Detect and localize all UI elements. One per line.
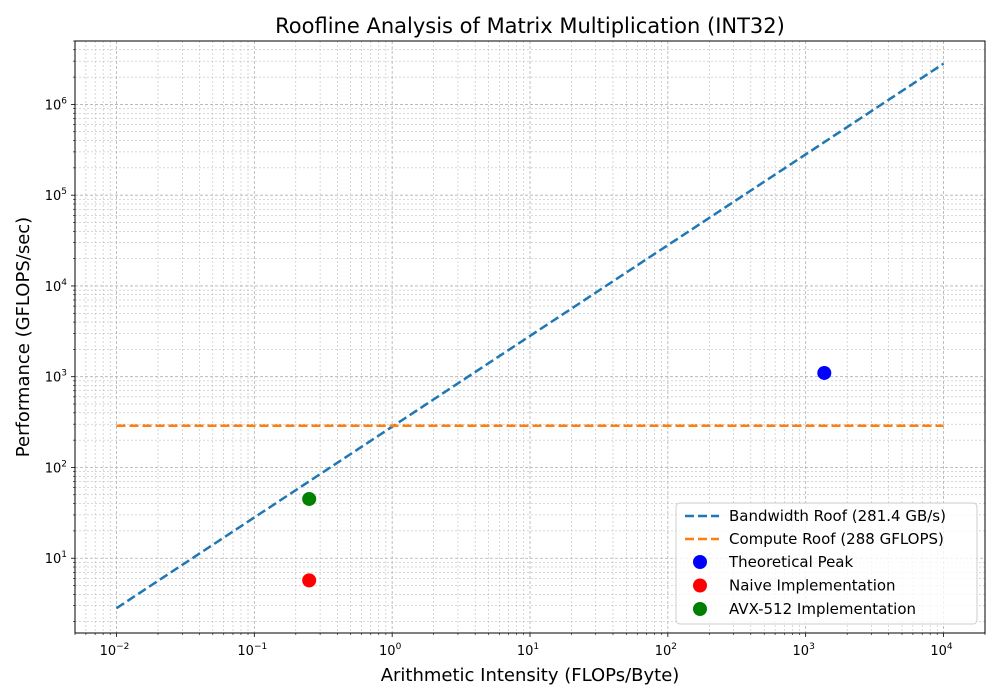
theoretical-peak-point bbox=[817, 365, 832, 380]
x-tick-label: 10−1 bbox=[237, 642, 267, 659]
y-tick-label: 105 bbox=[45, 187, 67, 204]
legend-avx512-implementation-swatch bbox=[693, 602, 707, 616]
chart-title: Roofline Analysis of Matrix Multiplicati… bbox=[275, 14, 785, 38]
legend-naive-implementation-swatch bbox=[693, 578, 707, 593]
legend-avx512-implementation-label: AVX-512 Implementation bbox=[729, 600, 916, 618]
x-tick-label: 104 bbox=[930, 642, 953, 659]
legend-box bbox=[675, 502, 978, 625]
y-tick-label: 102 bbox=[45, 459, 67, 476]
tick-layer: 10−2 10−1 100 101 102 103 104 101 102 103 104 105 10… bbox=[45, 40, 986, 659]
y-tick-label: 103 bbox=[45, 369, 67, 386]
legend-compute-roof-label: Compute Roof (288 GFLOPS) bbox=[729, 530, 944, 548]
avx512-implementation-point bbox=[302, 491, 317, 506]
legend-bandwidth-roof-label: Bandwidth Roof (281.4 GB/s) bbox=[729, 507, 946, 525]
grid bbox=[74, 40, 986, 633]
x-tick-label: 100 bbox=[379, 642, 402, 659]
x-tick-label: 103 bbox=[793, 642, 815, 659]
series-layer bbox=[115, 62, 945, 610]
x-tick-label: 101 bbox=[517, 642, 539, 659]
y-tick-label: 101 bbox=[45, 550, 67, 567]
x-axis-label: Arithmetic Intensity (FLOPs/Byte) bbox=[381, 665, 680, 686]
legend-naive-implementation-label: Naive Implementation bbox=[729, 577, 896, 595]
y-tick-label: 104 bbox=[45, 278, 68, 295]
legend: Bandwidth Roof (281.4 GB/s) Compute Roof … bbox=[675, 502, 978, 625]
legend-theoretical-peak-swatch bbox=[693, 555, 707, 569]
x-tick-label: 10−2 bbox=[100, 642, 130, 659]
y-tick-label: 106 bbox=[45, 96, 68, 113]
y-axis-label: Performance (GFLOPS/sec) bbox=[13, 217, 34, 457]
naive-implementation-point bbox=[302, 573, 317, 588]
x-tick-label: 102 bbox=[655, 642, 677, 659]
legend-theoretical-peak-label: Theoretical Peak bbox=[728, 553, 853, 571]
bandwidth-roof-line bbox=[115, 62, 945, 610]
